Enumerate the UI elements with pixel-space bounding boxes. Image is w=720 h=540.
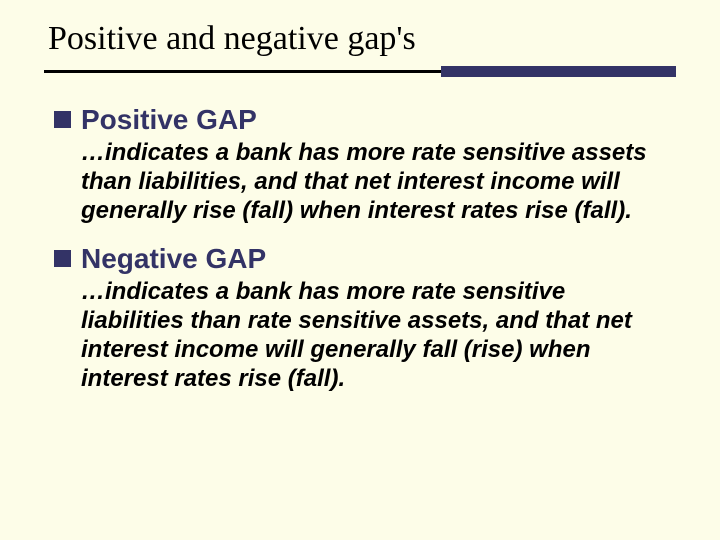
bullet-item: Positive GAP …indicates a bank has more … xyxy=(54,104,672,225)
slide-content: Positive GAP …indicates a bank has more … xyxy=(48,104,672,393)
bullet-item: Negative GAP …indicates a bank has more … xyxy=(54,243,672,393)
square-bullet-icon xyxy=(54,111,71,128)
bullet-item-title: Negative GAP xyxy=(81,243,266,275)
bullet-item-body: …indicates a bank has more rate sensitiv… xyxy=(81,138,672,225)
slide-title: Positive and negative gap's xyxy=(48,20,672,58)
title-rule xyxy=(48,66,672,80)
bullet-item-body: …indicates a bank has more rate sensitiv… xyxy=(81,277,672,393)
rule-accent xyxy=(441,66,676,77)
bullet-item-head: Positive GAP xyxy=(54,104,672,136)
bullet-item-head: Negative GAP xyxy=(54,243,672,275)
slide: Positive and negative gap's Positive GAP… xyxy=(0,0,720,540)
bullet-item-title: Positive GAP xyxy=(81,104,257,136)
square-bullet-icon xyxy=(54,250,71,267)
